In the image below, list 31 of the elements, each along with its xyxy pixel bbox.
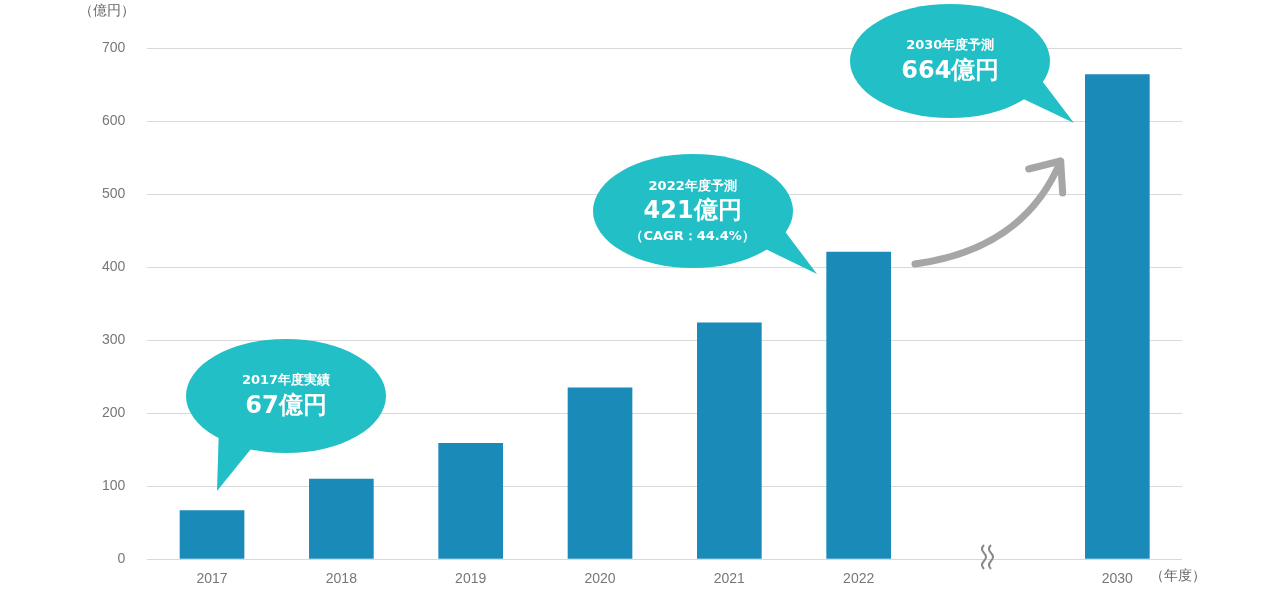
annotation: 421億円	[642, 195, 743, 227]
x-tick-label: 2021	[713, 570, 746, 587]
annotation: （CAGR：44.4%）	[630, 226, 755, 245]
y-tick-label: 600	[102, 111, 126, 128]
y-axis-title: （億円）	[79, 2, 136, 20]
bar	[309, 478, 374, 559]
bar	[826, 251, 892, 559]
annotation: 2022年度予測	[647, 177, 738, 195]
bar	[567, 387, 633, 559]
bar	[438, 443, 504, 559]
y-tick-label: 400	[102, 257, 126, 274]
x-tick-label: 2018	[325, 570, 358, 587]
x-tick-label: 2019	[455, 570, 487, 587]
y-tick-label: 0	[117, 550, 126, 567]
bar	[179, 510, 245, 559]
x-tick-label: 2022	[843, 570, 875, 587]
y-tick-label: 300	[102, 330, 126, 347]
annotation: 2030年度予測	[905, 36, 996, 54]
x-axis-title: （年度）	[1150, 567, 1206, 586]
bar	[1085, 74, 1150, 559]
x-tick-label: 2017	[196, 570, 228, 587]
annotation: 664億円	[901, 54, 1000, 86]
x-tick-label: 2020	[584, 570, 616, 587]
y-tick-label: 500	[102, 184, 126, 201]
y-tick-label: 200	[102, 404, 126, 420]
y-tick-label: 700	[102, 38, 126, 55]
x-tick-label: 2030	[1101, 570, 1134, 587]
annotation: 67億円	[244, 389, 328, 421]
bar	[697, 322, 762, 559]
annotation: 2017年度実績	[241, 371, 331, 389]
y-tick-label: 100	[102, 477, 126, 494]
